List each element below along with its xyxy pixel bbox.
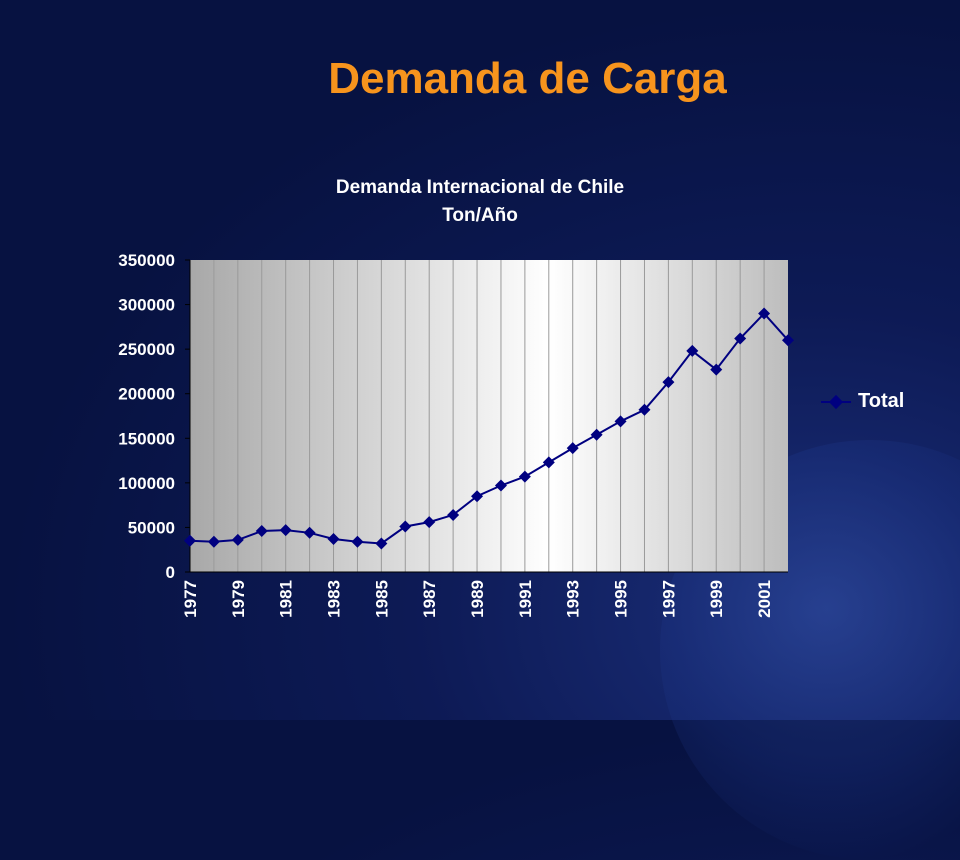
line-chart: 0 50000 100000 150000 200000 250000 300000 3500… [118, 251, 794, 618]
chart-title-line-2: Ton/Año [442, 205, 518, 226]
data-point [734, 332, 747, 345]
data-point [518, 470, 531, 483]
x-tick-label: 1997 [659, 580, 678, 618]
data-point [279, 524, 292, 537]
data-point [638, 403, 651, 416]
y-tick-label: 100000 [118, 474, 175, 493]
data-point [662, 376, 675, 389]
data-point [184, 534, 196, 547]
data-point [399, 520, 412, 533]
data-point [327, 533, 340, 546]
x-tick-label: 1985 [372, 580, 391, 618]
data-point [351, 535, 364, 548]
y-tick-label: 300000 [118, 296, 175, 315]
data-point [782, 334, 794, 347]
x-tick-label: 1987 [420, 580, 439, 618]
x-tick-label: 1993 [564, 580, 583, 618]
data-point [447, 508, 460, 521]
data-point [423, 516, 436, 529]
data-point [303, 526, 316, 539]
y-tick-label: 150000 [118, 429, 175, 448]
legend: Total [820, 390, 904, 413]
y-tick-label: 0 [166, 563, 175, 582]
data-point [710, 363, 723, 376]
x-tick-label: 1983 [325, 580, 344, 618]
legend-label-total: Total [858, 390, 905, 412]
data-point [590, 428, 603, 441]
x-tick-label: 1977 [181, 580, 200, 618]
y-tick-label: 250000 [118, 340, 175, 359]
y-tick-label: 50000 [128, 518, 175, 537]
data-point [542, 456, 555, 469]
data-point [686, 344, 699, 357]
x-tick-label: 1979 [229, 580, 248, 618]
data-point [255, 524, 268, 537]
chart-title-line-1: Demanda Internacional de Chile [335, 177, 625, 198]
plot-area [190, 260, 788, 572]
data-point [375, 537, 388, 550]
x-tick-label: 1989 [468, 580, 487, 618]
data-point [566, 442, 579, 455]
data-point [471, 490, 484, 503]
data-point [614, 415, 627, 428]
x-tick-label: 1995 [612, 580, 631, 618]
slide-title: Demanda de Carga [328, 54, 727, 103]
y-tick-label: 350000 [118, 251, 175, 270]
data-point [231, 533, 244, 546]
data-point [207, 535, 220, 548]
data-point [494, 479, 507, 492]
y-tick-label: 200000 [118, 385, 175, 404]
x-tick-label: 1981 [277, 580, 296, 618]
data-point [758, 307, 771, 320]
chart-title: Demanda Internacional de Chile Ton/Año [230, 174, 730, 230]
x-tick-label: 2001 [755, 580, 774, 618]
legend-line-icon [821, 394, 851, 409]
x-tick-label: 1999 [707, 580, 726, 618]
x-tick-label: 1991 [516, 580, 535, 618]
